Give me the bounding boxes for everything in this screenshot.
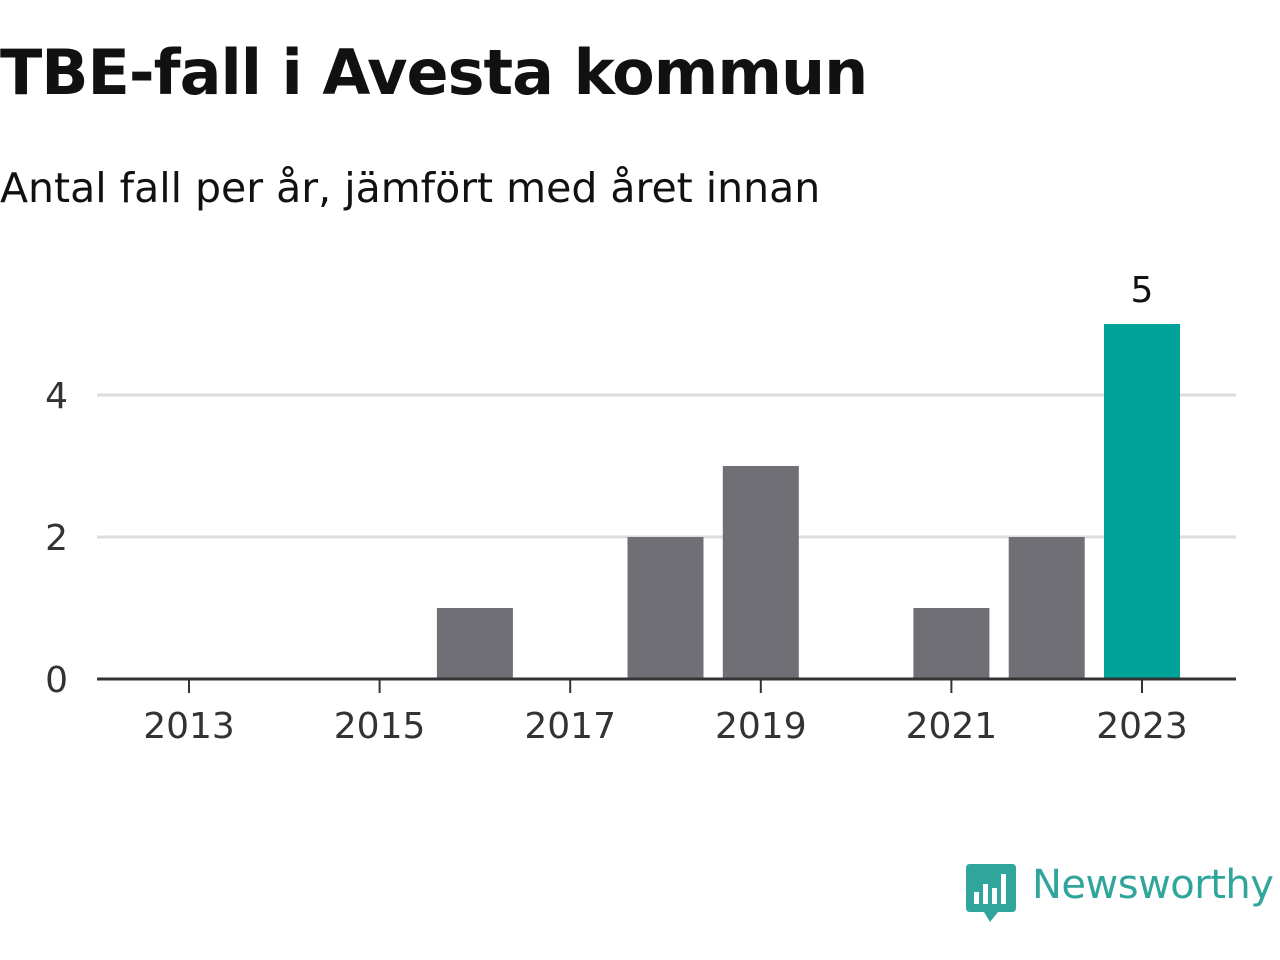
logo-text: Newsworthy xyxy=(1032,862,1274,908)
bar-2021 xyxy=(913,608,990,679)
bar-2018 xyxy=(627,537,704,679)
chart-title: TBE-fall i Avesta kommun xyxy=(0,36,868,109)
y-tick-label: 0 xyxy=(45,660,68,701)
x-tick-label: 2023 xyxy=(1096,706,1188,747)
y-tick-label: 4 xyxy=(45,376,68,417)
data-label-2023: 5 xyxy=(1131,270,1154,311)
y-axis: 0 2 4 xyxy=(45,376,68,701)
data-labels: 5 xyxy=(1131,270,1154,311)
x-tick-label: 2017 xyxy=(524,706,616,747)
bar-2023 xyxy=(1104,324,1180,679)
x-tick-label: 2019 xyxy=(715,706,807,747)
chart-subtitle: Antal fall per år, jämfört med året inna… xyxy=(0,164,821,212)
newsworthy-logo: Newsworthy xyxy=(964,862,1274,926)
x-tick-label: 2021 xyxy=(906,706,998,747)
bars xyxy=(436,324,1180,679)
newsworthy-chart-bubble-icon xyxy=(966,864,1016,922)
x-tick-label: 2013 xyxy=(143,706,235,747)
gridlines xyxy=(97,393,1236,539)
bar-2022 xyxy=(1008,537,1085,679)
bar-2016 xyxy=(436,608,513,679)
y-tick-label: 2 xyxy=(45,518,68,559)
x-tick-label: 2015 xyxy=(334,706,426,747)
x-axis: 2013 2015 2017 2019 2021 2023 xyxy=(97,677,1236,747)
bar-2019 xyxy=(722,466,799,679)
